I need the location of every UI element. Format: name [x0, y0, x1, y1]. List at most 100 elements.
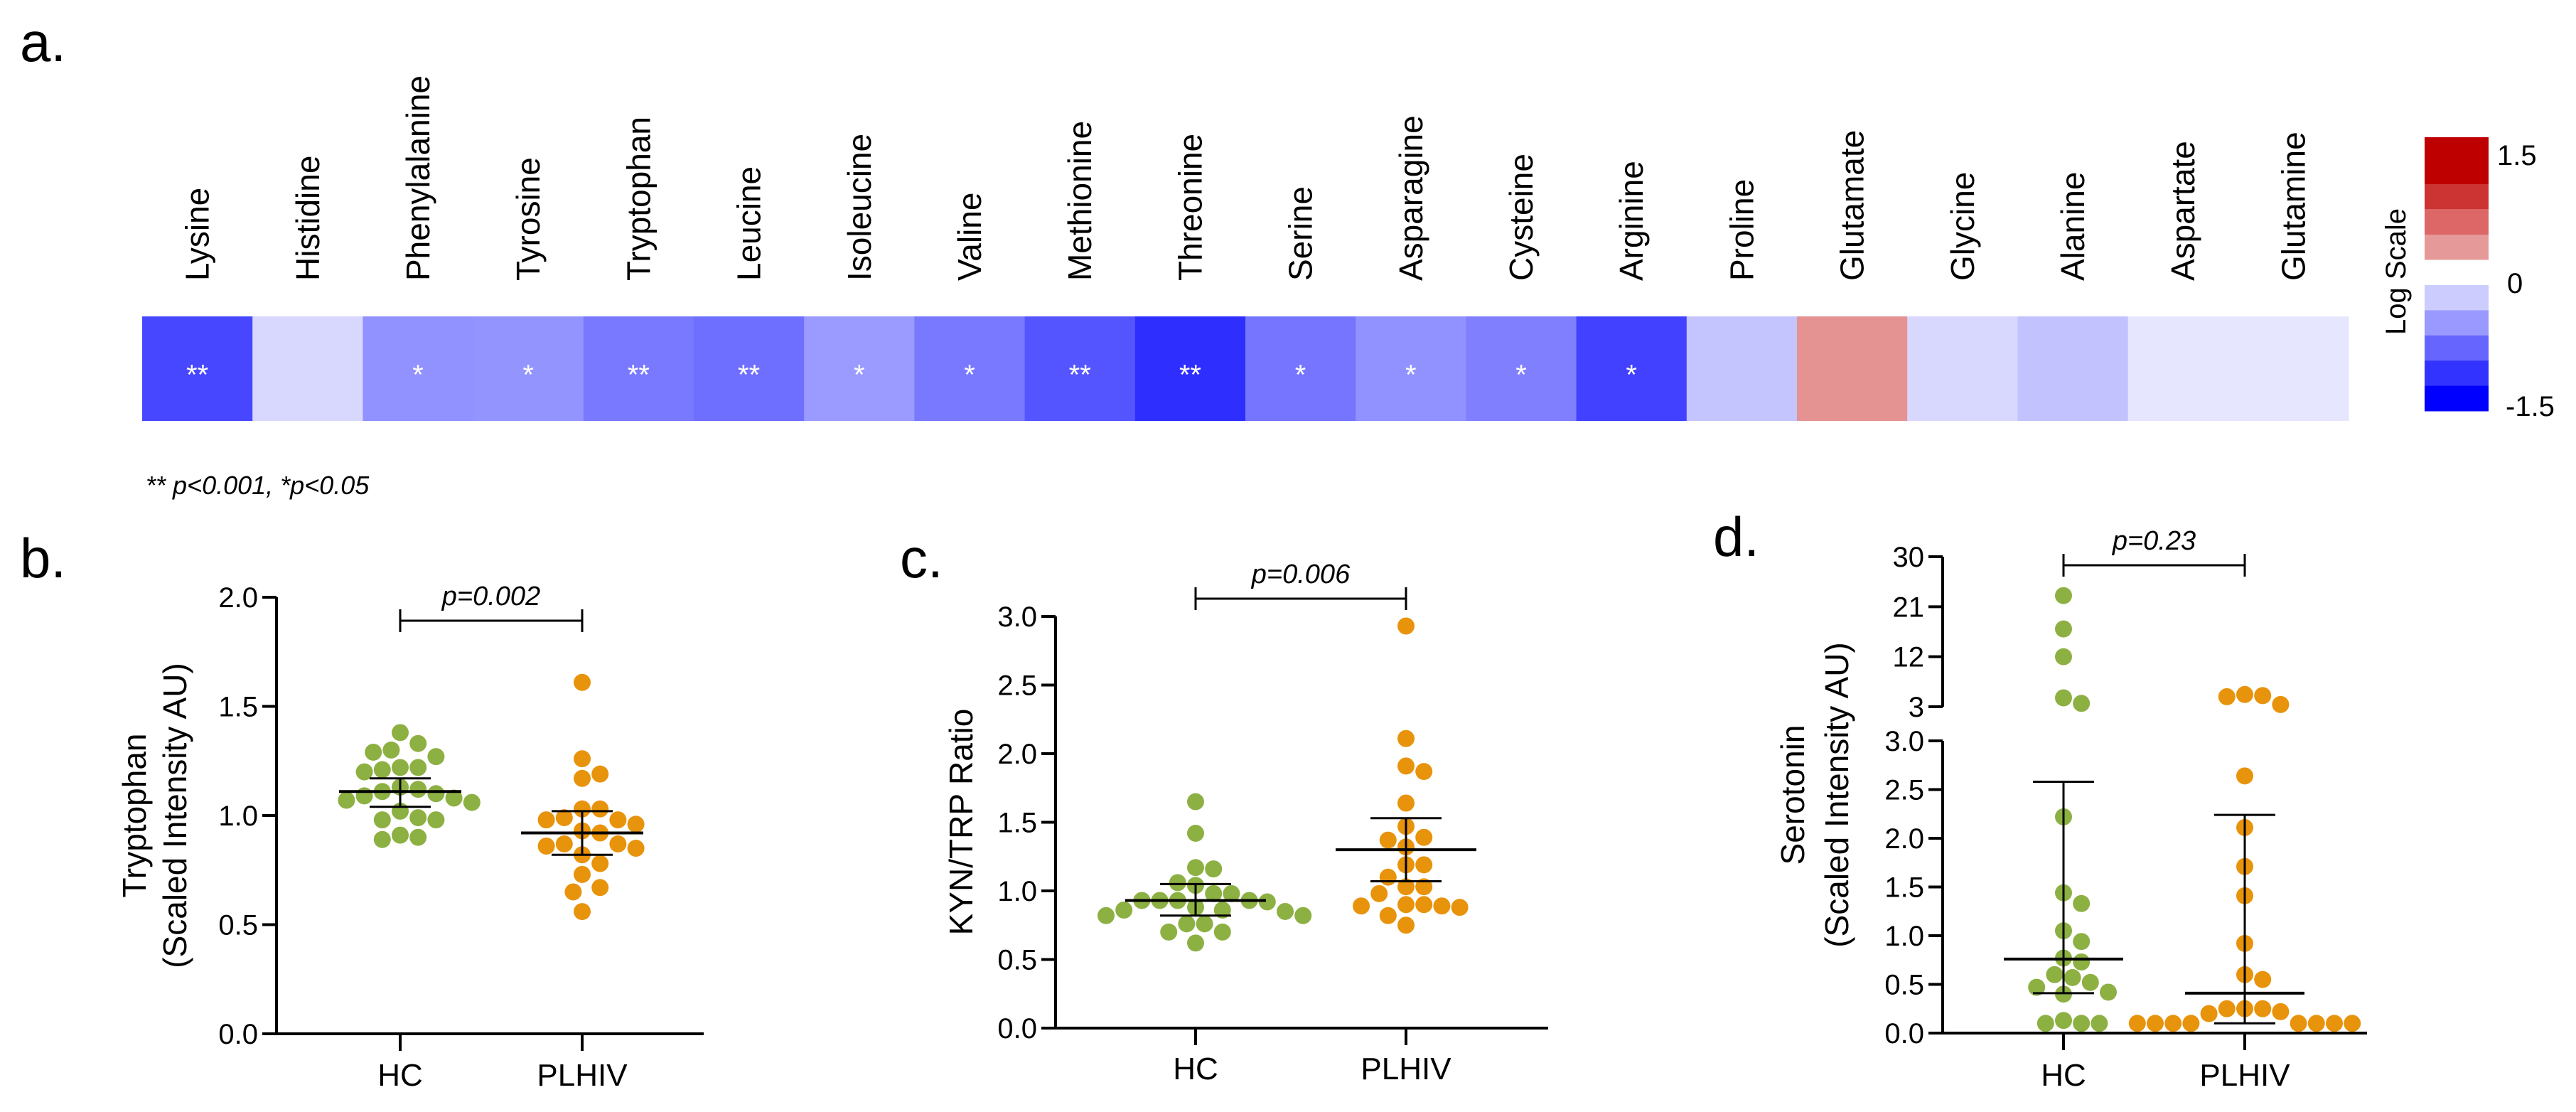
- colorbar-bin-negative: [2425, 285, 2489, 311]
- data-point-hc: [1294, 907, 1312, 924]
- data-point-plhiv: [1415, 878, 1433, 896]
- data-point-hc: [392, 759, 409, 776]
- heatmap-column-label: Isoleucine: [841, 134, 878, 281]
- data-point-plhiv: [574, 865, 591, 883]
- significance-marker: **: [1179, 360, 1201, 391]
- heatmap-cell-threonine: [1134, 316, 1246, 421]
- heatmap-column-label: Glycine: [1944, 172, 1981, 281]
- y-tick-label: 2.5: [997, 670, 1037, 702]
- data-point-hc: [409, 759, 427, 776]
- significance-marker: **: [1069, 360, 1091, 391]
- data-point-hc: [338, 791, 355, 809]
- heatmap-cell-methionine: [1024, 316, 1136, 421]
- data-point-hc: [2073, 695, 2091, 712]
- heatmap-column-label: Leucine: [731, 166, 768, 281]
- y-axis-label: KYN/TRP Ratio: [943, 709, 980, 936]
- heatmap-cell-glutamine: [2238, 316, 2349, 421]
- data-point-hc: [2073, 894, 2091, 912]
- data-point-hc: [2100, 983, 2117, 1001]
- heatmap-column-label: Proline: [1723, 179, 1760, 281]
- y-axis-label-units: (Scaled Intensity AU): [156, 663, 193, 968]
- colorbar-bin-positive: [2425, 137, 2489, 185]
- y-tick-label: 2.5: [1884, 775, 1924, 806]
- heatmap-cell-arginine: [1576, 316, 1687, 421]
- y-tick-label: 2.0: [1884, 823, 1924, 855]
- heatmap-cell-tryptophan: [583, 316, 694, 421]
- data-point-plhiv: [2236, 767, 2253, 785]
- y-tick-label: 2.0: [218, 582, 258, 614]
- heatmap-cell-tyrosine: [473, 316, 584, 421]
- data-point-plhiv: [2326, 1015, 2343, 1032]
- colorbar-label: Log Scale: [2381, 208, 2412, 335]
- data-point-hc: [2055, 689, 2072, 707]
- data-point-plhiv: [2236, 685, 2253, 703]
- data-point-hc: [427, 785, 445, 803]
- data-point-plhiv: [2344, 1015, 2361, 1032]
- y-tick-label: 1.0: [997, 876, 1037, 907]
- data-point-plhiv: [1451, 899, 1469, 916]
- data-point-plhiv: [1397, 878, 1415, 896]
- heatmap-cell-asparagine: [1356, 316, 1466, 421]
- data-point-hc: [2028, 978, 2046, 996]
- data-point-plhiv: [555, 809, 573, 827]
- data-point-hc: [1277, 902, 1294, 920]
- heatmap-column-label: Tryptophan: [620, 117, 657, 281]
- data-point-hc: [1178, 915, 1196, 933]
- data-point-plhiv: [537, 837, 555, 855]
- heatmap-cell-aspartate: [2127, 316, 2239, 421]
- heatmap-cell-cysteine: [1466, 316, 1577, 421]
- data-point-hc: [445, 789, 463, 807]
- data-point-hc: [2055, 620, 2072, 638]
- heatmap-column-label: Glutamate: [1834, 130, 1871, 281]
- y-axis-label-units: (Scaled Intensity AU): [1818, 642, 1855, 948]
- p-value-label: p=0.006: [1251, 560, 1351, 589]
- data-point-hc: [1187, 859, 1204, 877]
- data-point-hc: [1187, 793, 1204, 811]
- colorbar-bin-negative: [2425, 335, 2489, 361]
- heatmap-column-label: Serine: [1282, 186, 1319, 281]
- heatmap-column-label: Valine: [951, 193, 988, 281]
- heatmap-column-label: Threonine: [1171, 134, 1208, 281]
- data-point-plhiv: [1415, 856, 1433, 874]
- data-point-plhiv: [2272, 1003, 2290, 1020]
- heatmap-column-label: Arginine: [1613, 161, 1650, 281]
- heatmap-cell-phenylalanine: [363, 316, 474, 421]
- data-point-hc: [373, 811, 391, 829]
- significance-marker: *: [1405, 360, 1417, 391]
- panel-label-d: d.: [1713, 506, 1759, 568]
- heatmap-column-label: Cysteine: [1503, 154, 1540, 281]
- data-point-plhiv: [2164, 1015, 2182, 1032]
- y-tick-label: 2.0: [997, 739, 1037, 770]
- y-tick-label: 0.0: [997, 1013, 1037, 1044]
- data-point-hc: [2064, 968, 2081, 986]
- significance-marker: *: [854, 360, 865, 391]
- data-point-plhiv: [591, 800, 609, 818]
- data-point-hc: [1196, 915, 1213, 933]
- heatmap-cell-proline: [1686, 316, 1798, 421]
- colorbar-tick: 0: [2507, 268, 2523, 299]
- significance-marker: *: [964, 360, 975, 391]
- colorbar: 1.5 0 -1.5 Log Scale: [2381, 137, 2555, 422]
- heatmap: Lysine**Histidine Phenylalanine*Tyrosine*…: [142, 75, 2349, 421]
- data-point-hc: [1205, 860, 1223, 878]
- data-point-plhiv: [574, 903, 591, 921]
- data-point-plhiv: [2307, 1015, 2325, 1032]
- y-axis-label: Tryptophan: [116, 734, 153, 898]
- heatmap-cell-alanine: [2017, 316, 2129, 421]
- data-point-plhiv: [574, 800, 591, 818]
- y-tick-label: 0.5: [1884, 970, 1924, 1001]
- y-tick-label: 0.5: [997, 945, 1037, 976]
- data-point-hc: [355, 763, 373, 781]
- data-point-hc: [2091, 1015, 2108, 1032]
- data-point-hc: [427, 811, 445, 829]
- significance-marker: **: [738, 360, 760, 391]
- data-point-plhiv: [564, 883, 582, 901]
- heatmap-cell-glutamate: [1797, 316, 1908, 421]
- heatmap-column-label: Methionine: [1061, 121, 1098, 281]
- data-point-plhiv: [1415, 896, 1433, 914]
- data-point-hc: [427, 748, 445, 766]
- data-point-hc: [2055, 648, 2072, 665]
- heatmap-column-label: Lysine: [179, 188, 216, 281]
- data-point-hc: [409, 828, 427, 846]
